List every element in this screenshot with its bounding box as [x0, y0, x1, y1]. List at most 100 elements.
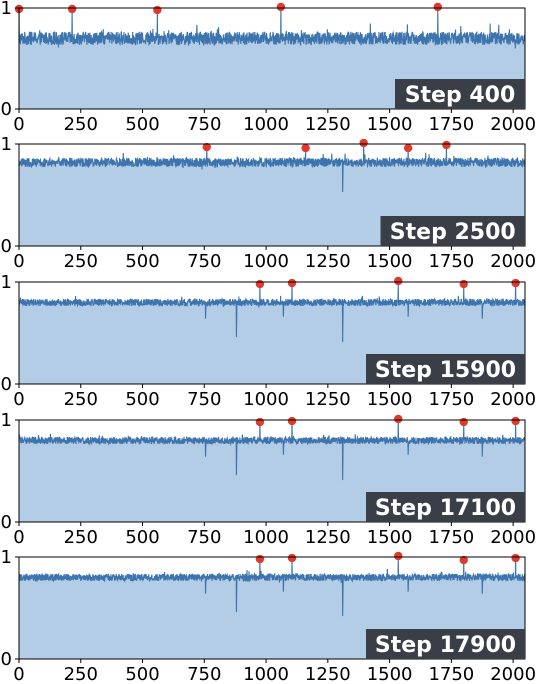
x-tick-label: 1750 [428, 389, 474, 410]
x-tick-label: 1500 [367, 251, 413, 272]
x-tick-label: 500 [125, 251, 159, 272]
y-tick-label: 1 [1, 134, 12, 155]
highlight-point-1 [255, 417, 265, 427]
y-tick-label: 0 [1, 99, 12, 120]
highlight-point-4 [403, 143, 413, 153]
x-tick-label: 0 [13, 527, 24, 548]
x-tick-label: 1250 [305, 664, 351, 684]
highlight-point-2 [67, 4, 77, 14]
highlight-point-4 [276, 2, 286, 12]
highlight-point-3 [394, 414, 403, 424]
x-tick-label: 1250 [305, 527, 351, 548]
x-tick-label: 2000 [490, 114, 536, 135]
series-line [18, 280, 526, 343]
x-tick-label: 750 [187, 664, 221, 684]
x-tick-label: 1000 [243, 114, 289, 135]
highlight-point-3 [394, 551, 403, 561]
y-tick-label: 0 [1, 512, 12, 533]
x-tick-label: 1000 [243, 664, 289, 684]
y-tick-label: 1 [1, 272, 12, 293]
x-tick-label: 1250 [305, 114, 351, 135]
x-tick-label: 1750 [428, 251, 474, 272]
y-tick-label: 1 [1, 547, 12, 568]
x-tick-label: 500 [125, 389, 159, 410]
x-tick-label: 1750 [428, 527, 474, 548]
axes-frame [18, 281, 526, 385]
x-tick-label: 500 [125, 114, 159, 135]
y-tick-label: 0 [1, 236, 12, 257]
x-tick-label: 1500 [367, 664, 413, 684]
y-tick-label: 1 [1, 0, 12, 19]
highlight-point-1 [255, 279, 265, 289]
highlight-point-2 [287, 416, 297, 426]
step-label-badge [366, 492, 525, 522]
x-tick-label: 1250 [305, 389, 351, 410]
chart-panel-1: 0 250 500 750 1000 1250 1500 1750 2000 0 1 Step 400 [1, 0, 537, 135]
axes-frame [18, 143, 526, 247]
axes-frame [18, 556, 526, 660]
x-tick-label: 0 [13, 389, 24, 410]
x-tick-label: 2000 [490, 527, 536, 548]
step-label: Step 17900 [375, 633, 516, 658]
highlight-point-3 [359, 138, 368, 148]
x-tick-label: 250 [64, 664, 98, 684]
x-tick-label: 0 [13, 664, 24, 684]
chart-panel-4: 0 250 500 750 1000 1250 1500 1750 2000 0 1 Step 171… [1, 410, 537, 548]
highlight-point-4 [459, 279, 468, 289]
highlight-point-5 [433, 2, 442, 12]
x-tick-label: 250 [64, 389, 98, 410]
highlight-point-5 [511, 278, 520, 288]
highlight-point-5 [511, 416, 520, 426]
series-line [18, 418, 526, 481]
y-tick-label: 0 [1, 649, 12, 670]
highlight-point-4 [459, 555, 468, 565]
x-tick-label: 250 [64, 251, 98, 272]
x-tick-label: 1500 [367, 114, 413, 135]
step-label: Step 15900 [375, 358, 516, 383]
highlight-point-2 [287, 553, 297, 563]
highlight-point-1 [255, 554, 265, 564]
axes-frame [18, 419, 526, 523]
x-tick-label: 250 [64, 527, 98, 548]
step-label: Step 17100 [375, 496, 516, 521]
x-tick-label: 2000 [490, 664, 536, 684]
series-line [18, 555, 526, 617]
x-tick-label: 1750 [428, 664, 474, 684]
x-tick-label: 1500 [367, 527, 413, 548]
axes-frame [18, 7, 526, 110]
x-tick-label: 0 [13, 251, 24, 272]
highlight-point-5 [442, 140, 451, 150]
highlight-point-3 [153, 5, 162, 15]
step-label-badge [380, 216, 525, 246]
highlight-point-2 [301, 143, 310, 153]
y-tick-label: 0 [1, 374, 12, 395]
highlight-point-5 [511, 553, 520, 563]
highlight-point-2 [287, 278, 297, 288]
x-tick-label: 1750 [428, 114, 474, 135]
step-label-badge [395, 79, 525, 109]
x-tick-label: 500 [125, 664, 159, 684]
x-tick-label: 1500 [367, 389, 413, 410]
y-tick-label: 1 [1, 410, 12, 431]
x-tick-label: 1250 [305, 251, 351, 272]
x-tick-label: 750 [187, 114, 221, 135]
chart-panel-3: 0 250 500 750 1000 1250 1500 1750 2000 0 1 Step 159… [1, 272, 537, 410]
x-tick-label: 750 [187, 527, 221, 548]
x-tick-label: 750 [187, 389, 221, 410]
step-label-badge [366, 354, 525, 384]
x-tick-label: 2000 [490, 251, 536, 272]
series-line [18, 6, 526, 49]
highlight-point-4 [459, 417, 468, 427]
x-tick-label: 0 [13, 114, 24, 135]
highlight-point-1 [202, 142, 211, 152]
x-tick-label: 2000 [490, 389, 536, 410]
x-tick-label: 750 [187, 251, 221, 272]
x-tick-label: 1000 [243, 389, 289, 410]
step-label: Step 2500 [390, 220, 516, 245]
step-label-badge [366, 629, 525, 659]
chart-panel-5: 0 250 500 750 1000 1250 1500 1750 2000 0 1 Step 179… [1, 547, 537, 684]
step-label: Step 400 [405, 83, 516, 108]
x-tick-label: 250 [64, 114, 98, 135]
x-tick-label: 500 [125, 527, 159, 548]
